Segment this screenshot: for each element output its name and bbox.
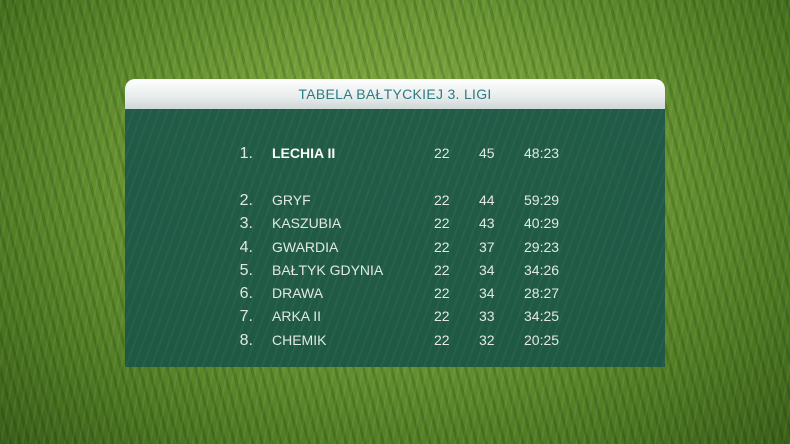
goals-cell: 34:25 — [524, 308, 560, 324]
table-row: 5. BAŁTYK GDYNIA 22 34 34:26 — [125, 262, 665, 282]
goals-cell: 48:23 — [524, 145, 560, 161]
rank-cell: 1. — [239, 145, 253, 162]
points-cell: 37 — [479, 239, 495, 255]
points-cell: 45 — [479, 145, 495, 161]
played-cell: 22 — [434, 192, 450, 208]
table-row: 4. GWARDIA 22 37 29:23 — [125, 239, 665, 259]
played-cell: 22 — [434, 285, 450, 301]
played-cell: 22 — [434, 262, 450, 278]
points-cell: 33 — [479, 308, 495, 324]
points-cell: 43 — [479, 215, 495, 231]
league-table-panel: TABELA BAŁTYCKIEJ 3. LIGI 1. LECHIA II 22 4… — [125, 79, 665, 367]
team-name: DRAWA — [272, 285, 324, 301]
table-row: 6. DRAWA 22 34 28:27 — [125, 285, 665, 305]
points-cell: 32 — [479, 332, 495, 348]
rank-cell: 7. — [239, 308, 253, 325]
table-body: 1. LECHIA II 22 45 48:23 2. GRYF 22 44 59:29 3. KAS… — [125, 109, 665, 367]
rank-cell: 8. — [239, 332, 253, 349]
table-title: TABELA BAŁTYCKIEJ 3. LIGI — [298, 86, 492, 102]
goals-cell: 59:29 — [524, 192, 560, 208]
team-name: CHEMIK — [272, 332, 327, 348]
rank-cell: 4. — [239, 239, 253, 256]
played-cell: 22 — [434, 145, 450, 161]
table-row: 3. KASZUBIA 22 43 40:29 — [125, 215, 665, 235]
table-header: TABELA BAŁTYCKIEJ 3. LIGI — [125, 79, 665, 109]
rank-cell: 5. — [239, 262, 253, 279]
played-cell: 22 — [434, 215, 450, 231]
rank-cell: 3. — [239, 215, 253, 232]
goals-cell: 29:23 — [524, 239, 560, 255]
table-row: 2. GRYF 22 44 59:29 — [125, 192, 665, 212]
goals-cell: 28:27 — [524, 285, 560, 301]
team-name: BAŁTYK GDYNIA — [272, 262, 384, 278]
points-cell: 34 — [479, 285, 495, 301]
rank-cell: 2. — [239, 192, 253, 209]
team-name: KASZUBIA — [272, 215, 342, 231]
goals-cell: 40:29 — [524, 215, 560, 231]
team-name: GRYF — [272, 192, 311, 208]
goals-cell: 34:26 — [524, 262, 560, 278]
points-cell: 34 — [479, 262, 495, 278]
table-row: 7. ARKA II 22 33 34:25 — [125, 308, 665, 328]
team-name: GWARDIA — [272, 239, 339, 255]
table-row: 1. LECHIA II 22 45 48:23 — [125, 145, 665, 165]
team-name: ARKA II — [272, 308, 322, 324]
played-cell: 22 — [434, 239, 450, 255]
goals-cell: 20:25 — [524, 332, 560, 348]
points-cell: 44 — [479, 192, 495, 208]
team-name: LECHIA II — [272, 145, 336, 161]
table-row: 8. CHEMIK 22 32 20:25 — [125, 332, 665, 352]
rank-cell: 6. — [239, 285, 253, 302]
played-cell: 22 — [434, 332, 450, 348]
played-cell: 22 — [434, 308, 450, 324]
